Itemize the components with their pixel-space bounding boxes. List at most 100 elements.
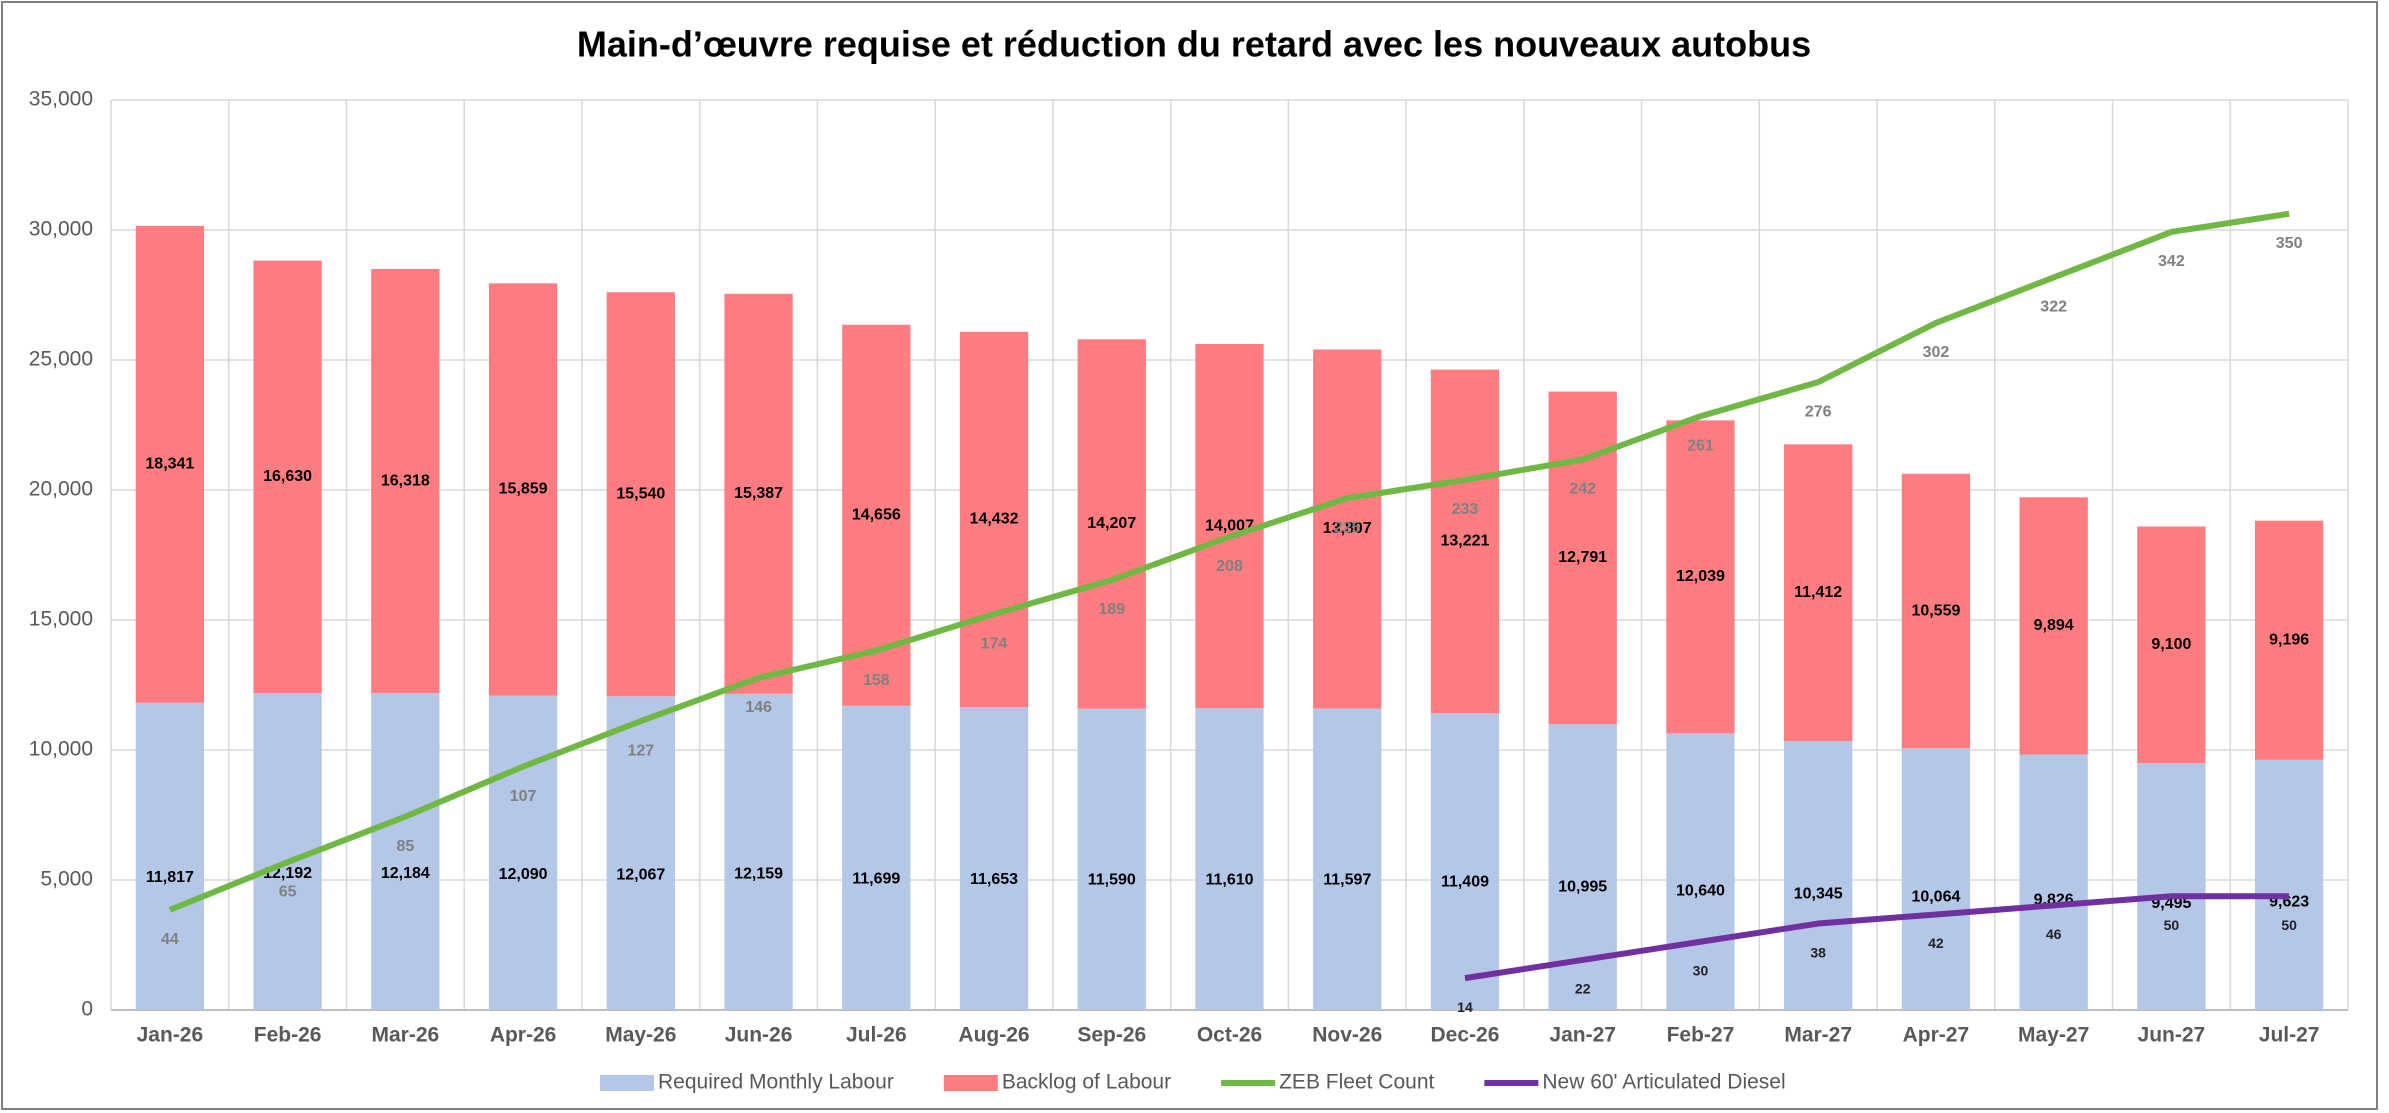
x-tick-label: Jul-27: [2259, 1024, 2320, 1047]
bar-value-label: 12,159: [734, 865, 783, 882]
bar-segment: [1901, 473, 1971, 749]
line-series: [168, 210, 2290, 913]
line-value-label: 225: [1334, 519, 1361, 536]
line-value-label: 350: [2276, 235, 2303, 252]
bar-value-label: 11,409: [1441, 874, 1489, 891]
line-value-label: 261: [1687, 437, 1714, 454]
x-tick-label: May-26: [605, 1024, 676, 1047]
legend-swatch: [943, 1075, 998, 1091]
bar-value-label: 16,318: [381, 472, 430, 489]
bar-segment: [606, 696, 675, 1010]
line-value-label: 189: [1098, 601, 1125, 618]
bar-segment: [488, 283, 558, 696]
bar-segment: [1077, 708, 1146, 1010]
bar-segment: [1784, 741, 1853, 1010]
line-value-label: 302: [1923, 344, 1950, 361]
bar-value-label: 9,100: [2151, 636, 2191, 653]
bar-value-label: 10,064: [1911, 889, 1960, 906]
x-tick-label: Mar-27: [1784, 1024, 1852, 1047]
bar-segment: [2137, 526, 2206, 764]
bar-segment: [253, 260, 322, 694]
line-series: [1464, 893, 2290, 982]
line-value-label: 38: [1810, 944, 1826, 960]
bar-value-label: 9,894: [2034, 617, 2074, 634]
bar-value-label: 12,791: [1558, 549, 1607, 566]
bar-value-label: 12,090: [499, 866, 548, 883]
bar-segment: [1666, 733, 1735, 1010]
x-tick-label: Jan-27: [1549, 1024, 1616, 1047]
bar-segment: [135, 225, 205, 703]
bar-segment: [2254, 520, 2324, 760]
bar-value-label: 10,559: [1911, 602, 1960, 619]
x-tick-label: Jun-26: [725, 1024, 793, 1047]
line-value-label: 158: [863, 672, 890, 689]
bar-segment: [1195, 708, 1264, 1010]
bar-value-label: 15,387: [734, 485, 783, 502]
bar-value-label: 12,039: [1676, 568, 1725, 585]
bar-segment: [371, 268, 440, 694]
bar-segment: [1430, 713, 1500, 1010]
line-value-label: 276: [1805, 403, 1832, 420]
bar-value-label: 14,656: [852, 507, 901, 524]
x-tick-label: Apr-26: [490, 1024, 557, 1047]
line-value-label: 22: [1575, 981, 1591, 997]
bar-segment: [2019, 754, 2088, 1010]
x-tick-label: Jan-26: [137, 1024, 204, 1047]
bar-value-label: 10,640: [1676, 882, 1725, 899]
y-tick-label: 20,000: [29, 478, 93, 501]
line-value-label: 50: [2281, 917, 2297, 933]
bar-value-label: 14,207: [1087, 515, 1136, 532]
line-value-label: 233: [1452, 501, 1479, 518]
bar-value-label: 10,995: [1558, 878, 1607, 895]
bar-value-label: 15,540: [616, 485, 665, 502]
x-tick-label: Nov-26: [1312, 1024, 1382, 1047]
bar-value-label: 14,432: [970, 511, 1019, 528]
legend-label: ZEB Fleet Count: [1279, 1071, 1434, 1094]
legend-label: New 60' Articulated Diesel: [1542, 1071, 1785, 1094]
bar-segment: [1666, 420, 1735, 734]
bar-segment: [1313, 708, 1382, 1010]
bar-value-label: 12,067: [616, 866, 665, 883]
bar-value-label: 11,597: [1323, 872, 1371, 889]
x-tick-label: Aug-26: [958, 1024, 1029, 1047]
x-tick-label: Dec-26: [1431, 1024, 1500, 1047]
bar-segment: [1901, 748, 1971, 1010]
legend-swatch: [600, 1075, 654, 1091]
line-value-label: 65: [279, 883, 297, 900]
bar-segment: [1784, 444, 1853, 742]
y-tick-label: 35,000: [29, 88, 93, 111]
bar-segment: [1548, 391, 1617, 725]
bar-segment: [724, 293, 793, 694]
line-value-label: 42: [1928, 935, 1944, 951]
bar-segment: [371, 693, 440, 1010]
bar-value-label: 11,699: [852, 870, 900, 887]
chart-title: Main-d’œuvre requise et réduction du ret…: [577, 24, 1811, 65]
x-tick-label: May-27: [2018, 1024, 2089, 1047]
bar-segment: [135, 702, 205, 1010]
bar-value-label: 13,807: [1323, 520, 1372, 537]
line-value-label: 14: [1457, 999, 1473, 1015]
line-value-label: 107: [510, 788, 537, 805]
x-tick-label: Apr-27: [1903, 1024, 1970, 1047]
y-tick-label: 25,000: [29, 348, 93, 371]
line-value-label: 50: [2164, 917, 2180, 933]
bar-value-label: 11,590: [1088, 872, 1136, 889]
y-tick-label: 30,000: [29, 218, 93, 241]
bar-segment: [1548, 724, 1617, 1010]
bar-segment: [1430, 369, 1500, 714]
y-tick-label: 15,000: [29, 608, 93, 631]
x-tick-label: Mar-26: [371, 1024, 439, 1047]
bar-segment: [959, 331, 1029, 708]
y-tick-label: 0: [81, 998, 93, 1021]
line-value-label: 322: [2040, 299, 2067, 316]
bar-value-label: 11,653: [970, 871, 1018, 888]
bar-segment: [842, 705, 911, 1010]
y-tick-label: 5,000: [40, 868, 93, 891]
x-tick-label: Jun-27: [2138, 1024, 2206, 1047]
line-value-label: 44: [161, 931, 179, 948]
bar-value-label: 16,630: [263, 468, 312, 485]
bar-segment: [959, 707, 1029, 1010]
line-value-label: 46: [2046, 926, 2062, 942]
